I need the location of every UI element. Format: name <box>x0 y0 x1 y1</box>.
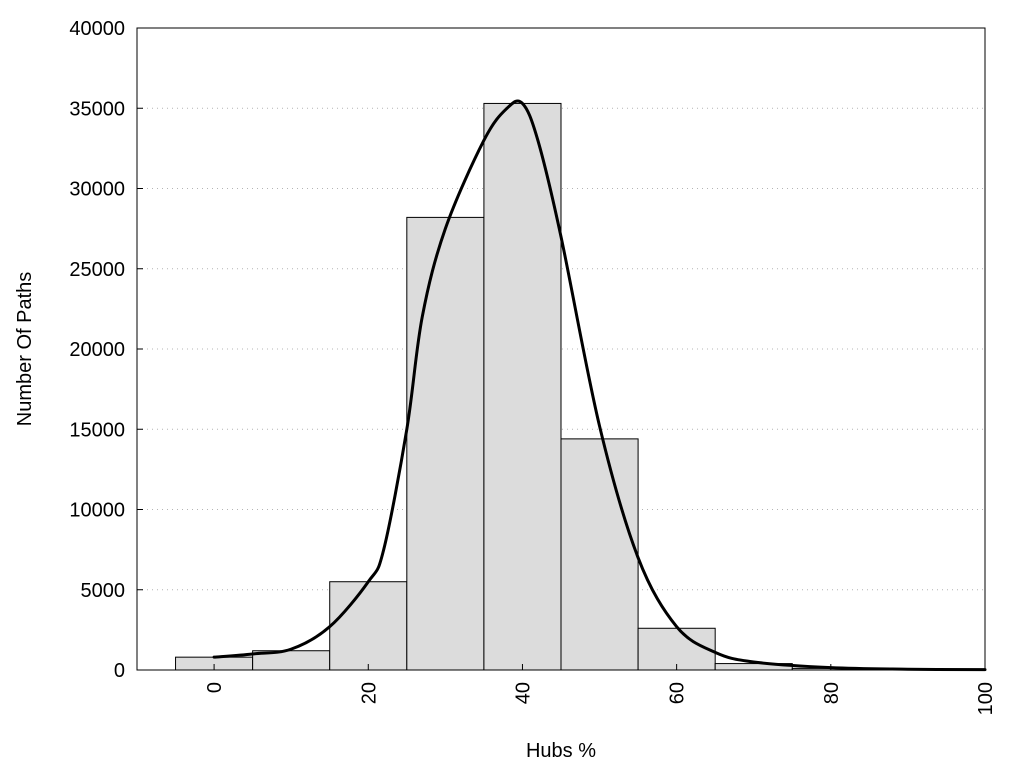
tick-labels: 0 5000 10000 15000 20000 25000 30000 35000 40000… <box>69 18 997 715</box>
y-tick-label: 10000 <box>69 500 125 522</box>
y-tick-label: 30000 <box>69 179 125 201</box>
y-axis-title: Number Of Paths <box>14 272 36 427</box>
x-tick-label: 0 <box>204 682 226 693</box>
x-tick-label: 60 <box>667 682 689 704</box>
density-curve-layer <box>212 99 987 672</box>
y-tick-label: 35000 <box>69 98 125 120</box>
histogram-bars <box>175 102 986 671</box>
x-tick-label: 80 <box>821 682 843 704</box>
histogram-bar <box>637 627 716 671</box>
y-tick-label: 25000 <box>69 259 125 281</box>
y-tick-label: 5000 <box>81 580 126 602</box>
y-tick-label: 40000 <box>69 18 125 40</box>
histogram-bar <box>329 581 408 671</box>
x-tick-label: 40 <box>512 682 534 704</box>
histogram-bar <box>406 216 485 671</box>
y-tick-label: 15000 <box>69 419 125 441</box>
histogram-bar <box>560 438 639 671</box>
axis-ticks <box>137 27 986 671</box>
density-curve <box>212 99 987 672</box>
y-tick-label: 20000 <box>69 339 125 361</box>
x-tick-label: 100 <box>975 682 997 715</box>
x-tick-label: 20 <box>358 682 380 704</box>
x-axis-title: Hubs % <box>526 740 596 762</box>
y-tick-label: 0 <box>114 660 125 682</box>
